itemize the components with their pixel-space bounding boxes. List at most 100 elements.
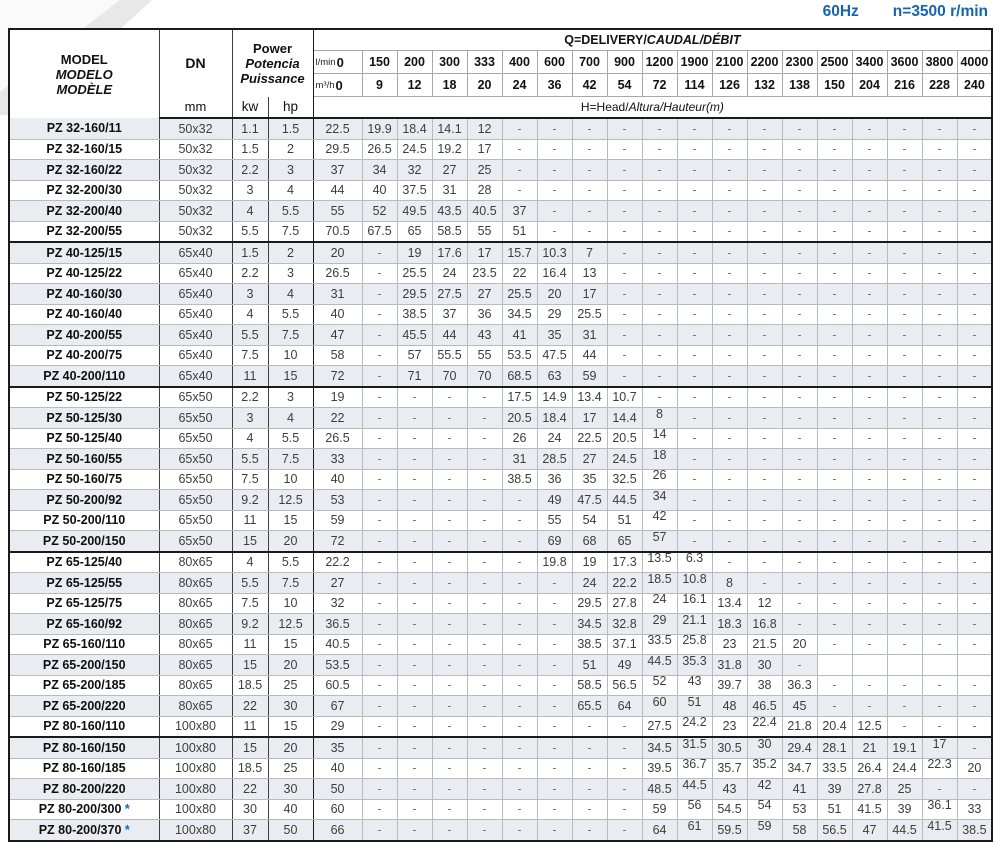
head-cell: 6.3 [677,551,713,573]
head-cell: - [957,778,993,800]
head-cell: - [502,716,538,738]
head-cell: 26.5 [313,428,363,449]
head-cell: 47.5 [572,489,608,511]
table-row: PZ 50-200/92 65x50 9.2 12.5 53- - - - -49 47.5 44.… [9,489,993,511]
head-cell: 7 [572,242,608,264]
head-cell: - [922,139,958,160]
head-cell: 26.5 [313,263,363,284]
head-cell: - [677,448,713,470]
head-cell: - [712,263,748,284]
head-cell: - [817,593,853,614]
head-cell: - [922,469,958,490]
head-cell: 41.5 [922,819,958,841]
head-cell: 34.5 [572,613,608,635]
hp-cell: 20 [268,530,314,553]
head-cell: - [852,386,888,408]
head-cell: - [782,448,818,470]
head-cell: - [852,242,888,264]
model-cell: PZ 65-160/92 [9,613,160,635]
head-cell: - [607,242,643,264]
head-cell: - [712,118,748,140]
head-cell: 68.5 [502,365,538,388]
head-cell: 30 [747,737,783,759]
head-cell: - [397,675,433,696]
head-cell: 58 [782,819,818,841]
flow-m3h-header-row: m³/h 0 9 12 18 20 24 36 42 54 72 114 126 132 138 150 204… [9,73,993,97]
head-cell: 28.5 [537,448,573,470]
head-cell: 17.3 [607,551,643,573]
head-cell: - [397,530,433,553]
head-cell: 17.6 [432,242,468,264]
hp-cell: 2 [268,139,314,160]
head-cell: 35.7 [712,758,748,779]
head-cell: 17 [467,242,503,264]
hp-cell: 3 [268,263,314,284]
head-cell: - [432,551,468,573]
table-row: PZ 40-160/40 65x40 4 5.5 40-38.5 37 36 34.5 29 25… [9,304,993,325]
head-cell: - [362,324,398,346]
kw-cell: 5.5 [232,572,269,594]
head-cell: 26 [642,469,678,490]
head-cell: 24.5 [607,448,643,470]
head-cell: - [782,159,818,181]
head-cell: - [362,510,398,531]
head-cell: - [747,572,783,594]
flow-lmin-header-row: l/min 0 150 200 300 333 400 600 700 900 1200 1900 21… [9,50,993,74]
head-cell: - [467,593,503,614]
head-cell: - [537,221,573,243]
hp-cell: 25 [268,675,314,696]
head-cell: 45.5 [397,324,433,346]
head-cell: - [957,469,993,490]
hp-cell: 3 [268,386,314,408]
head-cell: - [362,613,398,635]
hp-cell: 15 [268,716,314,738]
head-cell: 53 [313,489,363,511]
head-cell: - [432,407,468,429]
table-row: PZ 32-200/55 50x32 5.5 7.5 70.5 67.5 65 58.5 55 5… [9,221,993,243]
table-row: PZ 65-125/55 80x65 5.5 7.5 27- - - - - -24 22.2 18.… [9,572,993,594]
head-cell: - [852,448,888,470]
head-cell: - [607,304,643,325]
head-cell: - [957,242,993,264]
head-cell: 24 [432,263,468,284]
head-cell: - [782,469,818,490]
head-cell: - [817,118,853,140]
head-cell: - [642,200,678,222]
head-cell: 30 [747,654,783,676]
model-cell: PZ 50-160/55 [9,448,160,470]
head-cell: 49.5 [397,200,433,222]
head-cell: - [432,593,468,614]
head-cell: 27 [313,572,363,594]
hp-cell: 4 [268,180,314,201]
table-row: PZ 32-160/22 50x32 2.2 3 37 34 32 27 25- - - - - - - - -… [9,159,993,181]
head-cell: - [467,572,503,594]
head-cell: 33 [957,799,993,820]
head-cell: - [537,778,573,800]
head-cell: 36.5 [313,613,363,635]
head-cell: - [852,634,888,655]
pump-performance-table: MODEL MODELO MODÈLE DN Power Potencia Pu… [8,28,994,842]
flow-tick: 3800 [922,50,958,74]
head-cell: - [887,716,923,738]
head-cell: - [817,242,853,264]
head-cell: 55 [537,510,573,531]
head-cell: - [362,675,398,696]
head-cell: - [712,551,748,573]
head-cell: 12 [467,118,503,140]
head-cell: 19 [397,242,433,264]
head-cell: - [362,365,398,388]
hp-cell: 5.5 [268,551,314,573]
kw-cell: 7.5 [232,345,269,366]
head-cell: 13.4 [712,593,748,614]
head-cell: - [922,695,958,717]
head-cell: - [362,593,398,614]
head-cell: - [677,510,713,531]
head-cell: - [747,386,783,408]
head-cell: 44 [572,345,608,366]
dn-column-header: DN [159,29,233,97]
table-row: PZ 80-160/150 100x80 15 20 35- - - - - - - -34.5 31.… [9,737,993,759]
head-cell: 52 [362,200,398,222]
head-cell: - [747,365,783,388]
model-cell: PZ 40-160/30 [9,283,160,305]
flow-unit-label: m³/h [315,79,335,91]
